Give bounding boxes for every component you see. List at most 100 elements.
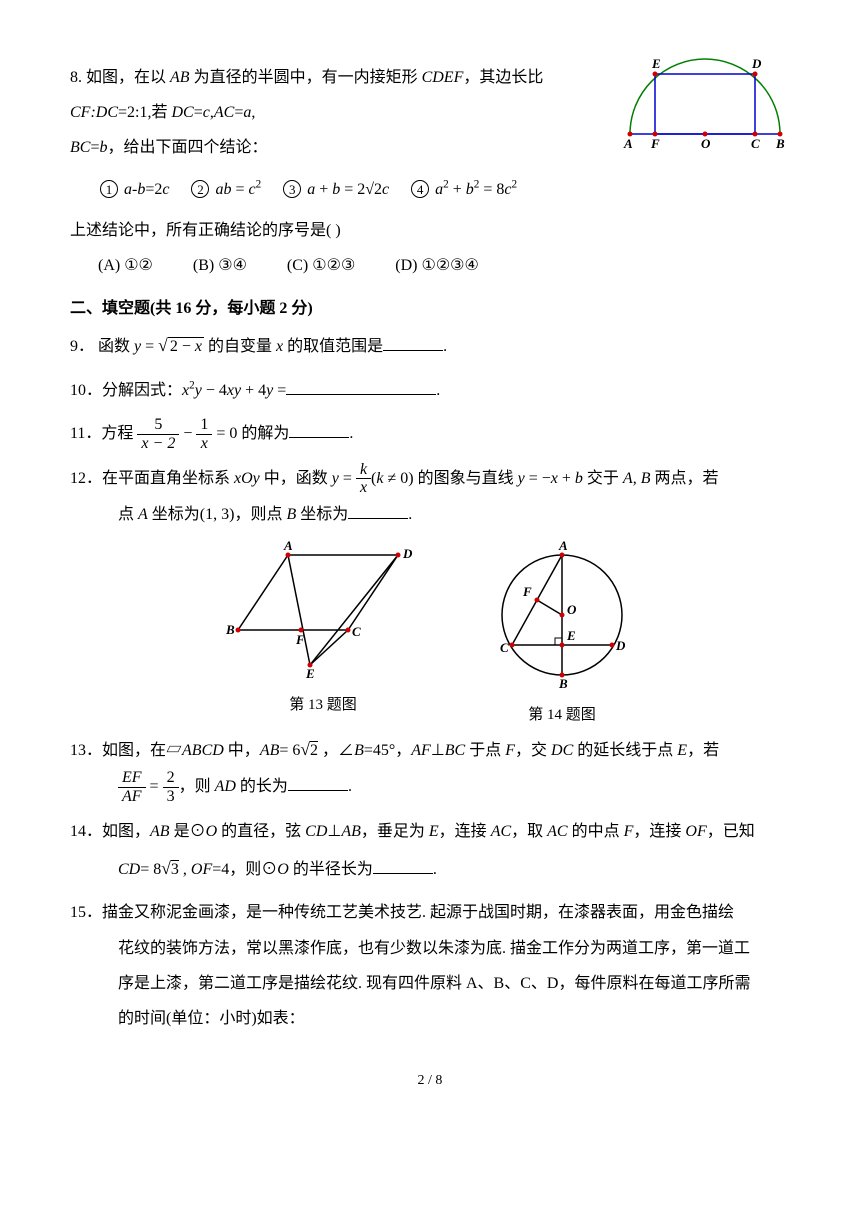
- q8-stem-h: ,: [251, 104, 255, 121]
- q13-frac1: EFAF: [118, 769, 146, 805]
- q8-DC: DC: [171, 104, 193, 121]
- q12-dot: .: [408, 506, 412, 523]
- q14-l1h: 的中点: [568, 823, 624, 840]
- q13-l1g: ，交: [515, 742, 551, 759]
- q12-l1h: 两点，若: [650, 470, 718, 487]
- q10-blank[interactable]: [286, 379, 436, 395]
- q14-line2: CD= 8√3 , OF=4，则⊙O 的半径长为.: [70, 849, 790, 888]
- q14-CD2: CD: [118, 861, 140, 878]
- q8-c4-p: +: [449, 181, 466, 198]
- q14-blank[interactable]: [373, 858, 433, 874]
- q13-line2: EFAF = 23，则 AD 的长为.: [70, 769, 790, 805]
- q10-pre: 10．分解因式：: [70, 382, 182, 399]
- q8-c1-m: =2: [145, 181, 162, 198]
- q14-l2c: 的半径长为: [289, 861, 373, 878]
- figure-q8: E D A F O C B: [620, 54, 790, 167]
- q8-optA[interactable]: (A) ①②: [98, 248, 153, 283]
- q12-l1e: = −: [525, 470, 551, 487]
- q8-BC: BC: [70, 139, 90, 156]
- q8-optB[interactable]: (B) ③④: [193, 248, 247, 283]
- q13-B: B: [354, 742, 364, 759]
- q12-l1g: 交于: [583, 470, 623, 487]
- q11-minus: −: [183, 425, 196, 442]
- fig14-caption: 第 14 题图: [487, 705, 637, 726]
- q8-stem-b: 为直径的半圆中，有一内接矩形: [190, 69, 422, 86]
- q9-pre: 9． 函数: [70, 338, 134, 355]
- q8-c3-c: c: [382, 181, 389, 198]
- q12-l1d: ≠ 0) 的图象与直线: [383, 470, 517, 487]
- q13-efn: EF: [118, 769, 146, 788]
- q12-x2: x: [551, 470, 558, 487]
- q9-blank[interactable]: [383, 335, 443, 351]
- q9-mid: 的自变量: [204, 338, 276, 355]
- page-footer: 2 / 8: [70, 1066, 790, 1097]
- q8-l2b: ，给出下面四个结论：: [107, 139, 267, 156]
- q14-CD: CD: [305, 823, 327, 840]
- q14-l1d: ⊥: [327, 823, 341, 840]
- q8-c4-e: = 8: [479, 181, 504, 198]
- q12-A: A: [138, 506, 148, 523]
- q8-AC: AC: [214, 104, 234, 121]
- q13-l1e: ⊥: [431, 742, 445, 759]
- q12-l1a: 12．在平面直角坐标系: [70, 470, 234, 487]
- svg-text:A: A: [283, 540, 293, 553]
- q8-c: c: [203, 104, 210, 121]
- svg-text:A: A: [558, 540, 568, 553]
- q13-rd: 3: [163, 788, 179, 806]
- svg-text:D: D: [751, 56, 762, 71]
- q9-expr: = √2 − x: [141, 338, 204, 355]
- q13-F: F: [505, 742, 515, 759]
- question-14: 14．如图，AB 是⊙O 的直径，弦 CD⊥AB，垂足为 E，连接 AC，取 A…: [70, 814, 790, 888]
- q12-blank[interactable]: [348, 503, 408, 519]
- q8-stem-c: ，其边长比: [463, 69, 543, 86]
- circled-1: 1: [100, 180, 118, 198]
- q8-stem-g: =: [234, 104, 243, 121]
- q13-blank[interactable]: [288, 775, 348, 791]
- q8-c1-l: a-b: [124, 181, 145, 198]
- q12-l1b: 中，函数: [260, 470, 332, 487]
- q14-l2a: = 8√3 ,: [140, 861, 191, 878]
- question-10: 10．分解因式：x2y − 4xy + 4y =.: [70, 373, 790, 408]
- q11-den1: x − 2: [137, 435, 179, 453]
- q8-optD[interactable]: (D) ①②③④: [395, 248, 479, 283]
- q11-frac1: 5x − 2: [137, 416, 179, 452]
- svg-text:C: C: [352, 624, 361, 639]
- q12-y: y: [332, 470, 339, 487]
- q14-OF2: OF: [191, 861, 212, 878]
- q8-optC[interactable]: (C) ①②③: [287, 248, 355, 283]
- question-13: 13．如图，在▱ABCD 中，AB= 6√2 ，∠B=45°，AF⊥BC 于点 …: [70, 730, 790, 805]
- svg-text:A: A: [623, 136, 633, 151]
- q13-BC: BC: [445, 742, 465, 759]
- q13-dot: .: [348, 778, 352, 795]
- circled-4: 4: [411, 180, 429, 198]
- q14-l1j: ，已知: [707, 823, 755, 840]
- q11-num1: 5: [137, 416, 179, 435]
- q14-l1a: 14．如图，: [70, 823, 150, 840]
- q9-post: 的取值范围是: [283, 338, 383, 355]
- q13-l1h: 的延长线于点: [573, 742, 677, 759]
- q13-rn: 2: [163, 769, 179, 788]
- q8-c2-r: c: [249, 181, 256, 198]
- svg-text:F: F: [522, 584, 532, 599]
- q13-DC: DC: [551, 742, 573, 759]
- q14-AB2: AB: [341, 823, 361, 840]
- q13-afd: AF: [118, 788, 146, 806]
- q9-dot: .: [443, 338, 447, 355]
- q8-c3-p: +: [315, 181, 332, 198]
- q8-c3-e: = 2√2: [340, 181, 382, 198]
- q13-l2a: ，则: [179, 778, 215, 795]
- q8-c2-l: ab: [215, 181, 231, 198]
- q14-OF: OF: [685, 823, 706, 840]
- q13-l1b: 中，: [224, 742, 260, 759]
- q12-AB: A, B: [623, 470, 651, 487]
- figure-q13: A D B F C E 第 13 题图: [223, 540, 423, 716]
- svg-text:C: C: [751, 136, 760, 151]
- q15-l1: 15．描金又称泥金画漆，是一种传统工艺美术技艺. 起源于战国时期，在漆器表面，用…: [70, 895, 790, 930]
- figure-row: A D B F C E 第 13 题图 A F O C E: [70, 540, 790, 726]
- q14-AC2: AC: [547, 823, 567, 840]
- q13-ABCD: ABCD: [182, 742, 224, 759]
- q13-l2b: 的长为: [236, 778, 288, 795]
- q11-blank[interactable]: [289, 422, 349, 438]
- q8-line3: 上述结论中，所有正确结论的序号是( ): [70, 213, 790, 248]
- q12-l1f: +: [558, 470, 575, 487]
